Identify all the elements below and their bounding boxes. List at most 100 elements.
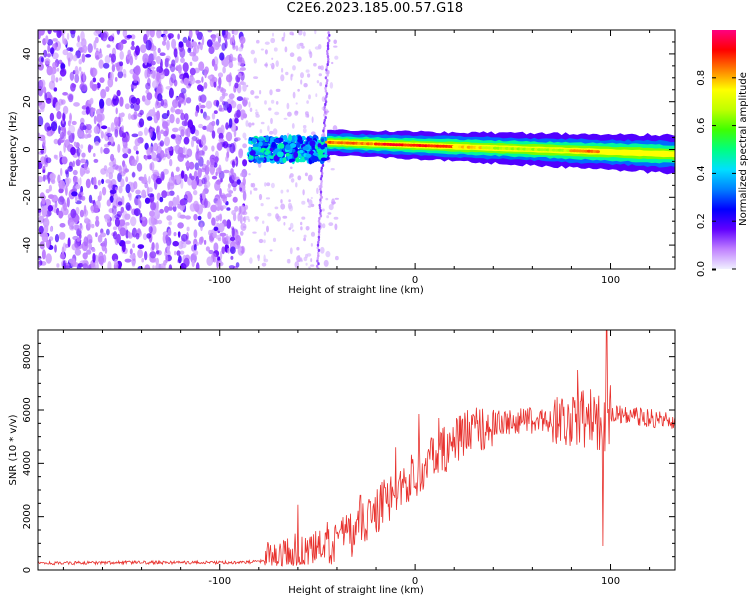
heatmap-cell <box>164 205 169 213</box>
heatmap-cell <box>226 207 231 211</box>
heatmap-cell <box>141 95 146 102</box>
heatmap-cell <box>265 135 270 142</box>
heatmap-cell <box>303 234 307 238</box>
heatmap-cell <box>206 39 213 48</box>
heatmap-cell <box>67 237 71 248</box>
heatmap-cell <box>42 169 46 174</box>
heatmap-cell <box>218 138 225 143</box>
heatmap-cell <box>131 40 135 47</box>
heatmap-cell <box>324 97 327 101</box>
heatmap-cell <box>173 232 177 237</box>
y-tick-label: 40 <box>22 48 33 61</box>
heatmap-cell <box>59 253 65 260</box>
heatmap-cell <box>101 241 106 252</box>
heatmap-cell <box>271 141 276 148</box>
heatmap-cell <box>324 86 327 90</box>
heatmap-cell <box>327 70 330 75</box>
heatmap-cell <box>150 60 156 66</box>
heatmap-cell <box>237 72 242 78</box>
heatmap-cell <box>96 113 103 123</box>
heatmap-cell <box>211 58 216 67</box>
heatmap-cell <box>255 217 258 222</box>
heatmap-cell <box>263 239 266 244</box>
heatmap-cell <box>103 147 110 155</box>
heatmap-cell <box>149 251 157 259</box>
heatmap-cell <box>45 97 52 104</box>
heatmap-cell <box>159 140 165 147</box>
heatmap-cell <box>214 42 222 48</box>
heatmap-cell <box>271 57 274 60</box>
heatmap-cell <box>203 239 207 245</box>
heatmap-cell <box>209 166 215 176</box>
heatmap-cell <box>273 47 278 52</box>
heatmap-cell <box>179 73 186 80</box>
heatmap-cell <box>178 126 186 132</box>
heatmap-cell <box>276 215 281 222</box>
heatmap-cell <box>264 100 267 105</box>
heatmap-cell <box>76 237 81 242</box>
heatmap-cell <box>259 129 263 134</box>
heatmap-cell <box>111 205 117 216</box>
heatmap-cell <box>92 77 97 83</box>
heatmap-cell <box>303 31 306 37</box>
heatmap-cell <box>172 240 179 247</box>
heatmap-cell <box>194 110 198 117</box>
heatmap-cell <box>244 97 249 101</box>
heatmap-cell <box>283 117 288 120</box>
x-tick-label: -100 <box>208 275 231 286</box>
heatmap-cell <box>323 124 327 128</box>
heatmap-cell <box>184 113 189 122</box>
heatmap-cell <box>272 128 278 136</box>
heatmap-cell <box>275 60 279 67</box>
heatmap-cell <box>157 47 161 54</box>
heatmap-cell <box>117 201 123 206</box>
heatmap-cell <box>303 83 308 88</box>
heatmap-cell <box>79 209 84 218</box>
heatmap-cell <box>162 121 169 129</box>
heatmap-cell <box>225 131 233 142</box>
heatmap-cell <box>98 255 105 265</box>
heatmap-cell <box>231 160 236 168</box>
heatmap-cell <box>288 199 291 203</box>
heatmap-cell <box>145 39 152 51</box>
heatmap-cell <box>81 53 86 63</box>
heatmap-cell <box>328 33 331 37</box>
heatmap-cell <box>258 238 264 244</box>
heatmap-cell <box>319 201 322 205</box>
heatmap-cell <box>270 99 275 104</box>
heatmap-cell <box>321 96 326 102</box>
heatmap-cell <box>114 116 119 127</box>
heatmap-cell <box>310 231 316 237</box>
heatmap-cell <box>193 250 199 256</box>
heatmap-cell <box>595 150 600 154</box>
colorbar-tick-label: 0.8 <box>696 70 707 86</box>
heatmap-cell <box>289 143 297 148</box>
heatmap-cell <box>118 41 124 51</box>
heatmap-cell <box>142 233 148 241</box>
heatmap-cell <box>162 168 169 175</box>
heatmap-cell <box>326 47 330 51</box>
heatmap-cell <box>216 167 222 174</box>
heatmap-cell <box>259 90 262 95</box>
heatmap-cell <box>188 161 195 170</box>
colorbar-tick-label: 0.2 <box>696 213 707 229</box>
heatmap-cell <box>206 159 210 167</box>
heatmap-cell <box>317 235 321 239</box>
heatmap-cell <box>305 69 310 73</box>
heatmap-cell <box>48 80 56 90</box>
heatmap-cell <box>135 189 141 195</box>
heatmap-cell <box>82 263 88 269</box>
heatmap-cell <box>95 232 98 238</box>
heatmap-cell <box>38 208 42 213</box>
heatmap-cell <box>305 114 310 118</box>
heatmap-cell <box>147 193 155 198</box>
heatmap-cell <box>331 198 335 206</box>
heatmap-cell <box>70 146 76 156</box>
heatmap-cell <box>226 32 231 40</box>
heatmap-cell <box>275 101 279 105</box>
heatmap-cell <box>202 190 206 201</box>
heatmap-cell <box>318 216 321 221</box>
heatmap-cell <box>234 117 239 124</box>
heatmap-cell <box>41 232 49 243</box>
heatmap-cell <box>146 154 153 160</box>
